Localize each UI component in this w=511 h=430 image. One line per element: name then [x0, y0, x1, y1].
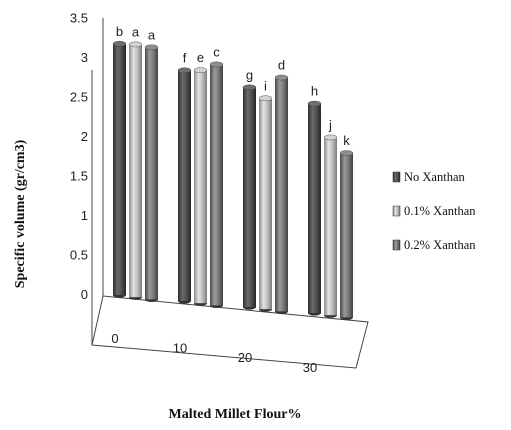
significance-label: b — [116, 24, 123, 39]
significance-label: d — [278, 58, 285, 73]
y-tick-label: 2.5 — [70, 90, 88, 105]
significance-label: f — [183, 50, 187, 65]
significance-label: j — [328, 117, 332, 132]
y-tick-label: 0 — [81, 287, 88, 302]
significance-label: e — [197, 50, 204, 65]
bar-cap — [112, 40, 127, 47]
bar — [194, 70, 207, 304]
bar — [324, 137, 337, 316]
significance-label: c — [213, 44, 220, 59]
y-tick-label: 1.5 — [70, 169, 88, 184]
bar-cap — [242, 84, 257, 91]
x-tick-label: 0 — [111, 331, 118, 346]
legend-swatch — [392, 205, 401, 217]
legend-label: 0.2% Xanthan — [404, 238, 476, 252]
bar — [210, 64, 223, 306]
bar — [178, 70, 191, 301]
bar-cap — [307, 100, 322, 107]
significance-label: g — [246, 67, 253, 82]
y-tick-label: 1 — [81, 208, 88, 223]
legend-label: No Xanthan — [404, 170, 465, 184]
legend-label: 0.1% Xanthan — [404, 204, 476, 218]
x-tick-label: 30 — [303, 360, 317, 375]
y-axis-title: Specific volume (gr/cm3) — [13, 139, 28, 288]
x-axis-title: Malted Millet Flour% — [169, 407, 302, 422]
bar-cap — [209, 61, 224, 68]
bar-cap — [193, 67, 208, 73]
bar — [243, 87, 256, 307]
legend-swatch — [392, 239, 401, 251]
significance-label: a — [132, 24, 140, 39]
bar-cap — [128, 41, 143, 48]
bar — [308, 103, 321, 314]
y-tick-label: 0.5 — [70, 248, 88, 263]
bar — [259, 98, 272, 310]
significance-label: i — [264, 78, 267, 93]
y-tick-label: 3 — [81, 50, 88, 65]
legend: No Xanthan 0.1% Xanthan 0.2% Xanthan — [392, 170, 476, 252]
y-tick-label: 2 — [81, 129, 88, 144]
y-tick-label: 3.5 — [70, 11, 88, 26]
bar-cap — [274, 74, 289, 81]
bar — [145, 47, 158, 300]
legend-swatch — [392, 171, 401, 183]
x-tick-label: 10 — [173, 341, 187, 356]
bar-cap — [339, 150, 354, 156]
bar — [113, 43, 126, 295]
bar-cap — [144, 44, 159, 51]
significance-label: k — [343, 133, 350, 148]
bar-cap — [258, 95, 273, 102]
significance-label: a — [148, 27, 156, 42]
bar — [129, 44, 142, 298]
bar-cap — [177, 67, 192, 74]
bar-cap — [323, 134, 338, 141]
significance-label: h — [311, 84, 318, 99]
bar — [275, 77, 288, 312]
x-tick-label: 20 — [238, 350, 252, 365]
bar — [340, 153, 353, 318]
